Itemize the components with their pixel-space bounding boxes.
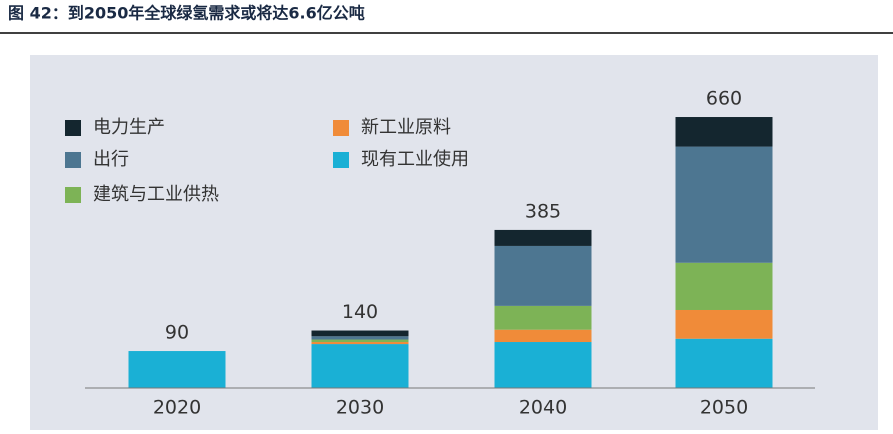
bar-segment bbox=[494, 305, 592, 330]
bar-segment bbox=[494, 342, 592, 388]
x-tick-label: 2030 bbox=[336, 397, 384, 419]
bar-segment bbox=[311, 339, 409, 343]
bar-segment bbox=[494, 329, 592, 343]
x-tick-label: 2020 bbox=[153, 397, 201, 419]
total-label: 90 bbox=[165, 322, 189, 344]
legend-swatch bbox=[333, 120, 349, 136]
legend-swatch bbox=[65, 120, 81, 136]
bar-segment bbox=[311, 336, 409, 340]
x-tick-label: 2040 bbox=[519, 397, 567, 419]
bar-segment bbox=[494, 245, 592, 306]
total-label: 660 bbox=[706, 88, 742, 110]
legend-label: 出行 bbox=[93, 149, 129, 170]
bar-segment bbox=[675, 262, 773, 310]
legend-swatch bbox=[65, 187, 81, 203]
legend-label: 电力生产 bbox=[93, 117, 165, 138]
bar-segment bbox=[311, 342, 409, 345]
bar-segment bbox=[675, 338, 773, 388]
bar-segment bbox=[675, 117, 773, 147]
bar-segment bbox=[494, 229, 592, 246]
bar-segment bbox=[675, 146, 773, 263]
bar-segment bbox=[675, 309, 773, 339]
total-label: 385 bbox=[525, 200, 561, 222]
legend-swatch bbox=[333, 152, 349, 168]
bar-segment bbox=[311, 344, 409, 388]
bar-segment bbox=[128, 351, 226, 388]
legend-label: 现有工业使用 bbox=[361, 149, 469, 170]
legend-label: 新工业原料 bbox=[361, 117, 451, 138]
total-label: 140 bbox=[342, 301, 378, 323]
legend-label: 建筑与工业供热 bbox=[93, 184, 219, 205]
chart-title: 图 42：到2050年全球绿氢需求或将达6.6亿公吨 bbox=[8, 4, 365, 23]
legend-swatch bbox=[65, 152, 81, 168]
x-tick-label: 2050 bbox=[700, 397, 748, 419]
bar-segment bbox=[311, 330, 409, 337]
